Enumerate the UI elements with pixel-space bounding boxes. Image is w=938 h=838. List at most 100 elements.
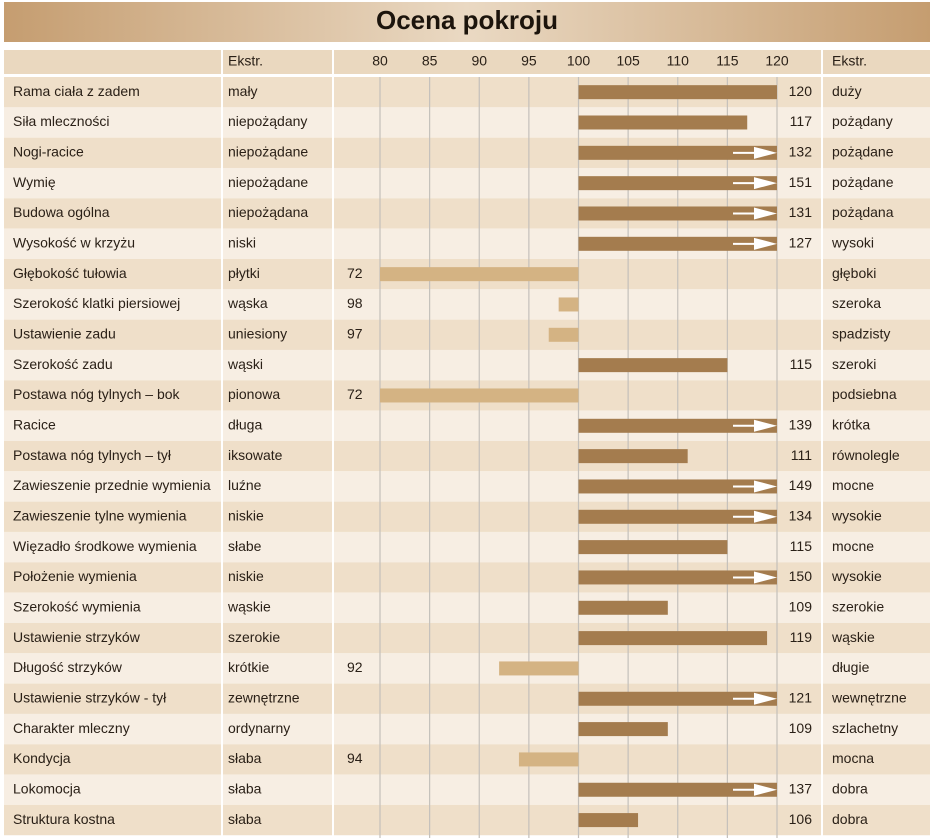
right-extreme: wysokie xyxy=(831,568,882,584)
value-label: 111 xyxy=(791,447,812,463)
trait-label: Długość strzyków xyxy=(13,659,123,675)
trait-label: Nogi-racice xyxy=(13,144,84,160)
trait-label: Budowa ogólna xyxy=(13,204,110,220)
header-bg xyxy=(4,50,930,74)
x-tick-label: 115 xyxy=(716,53,739,69)
bar xyxy=(380,388,579,403)
left-extreme: uniesiony xyxy=(228,326,287,342)
left-extreme: długa xyxy=(228,416,262,432)
x-tick-label: 85 xyxy=(422,53,438,69)
value-label: 131 xyxy=(789,204,813,220)
row-bg xyxy=(4,653,930,684)
overflow-arrow-head xyxy=(754,510,777,523)
value-label: 149 xyxy=(789,477,813,493)
right-extreme: pożądana xyxy=(832,204,894,220)
right-extreme: wąskie xyxy=(831,629,875,645)
x-tick-label: 95 xyxy=(521,53,537,69)
row-bg xyxy=(4,319,930,350)
bar xyxy=(578,85,777,100)
trait-label: Ustawienie strzyków - tył xyxy=(13,689,167,705)
left-extreme: słaba xyxy=(228,811,262,827)
x-tick-label: 80 xyxy=(372,53,388,69)
value-label: 106 xyxy=(789,811,813,827)
bar xyxy=(578,176,777,191)
bar xyxy=(578,600,668,615)
trait-label: Wymię xyxy=(13,174,56,190)
value-label: 115 xyxy=(790,356,813,372)
right-extreme: mocne xyxy=(832,538,874,554)
bar xyxy=(578,540,728,555)
left-extreme: zewnętrzne xyxy=(228,689,300,705)
left-extreme: niepożądany xyxy=(228,113,307,129)
left-extreme: mały xyxy=(228,83,258,99)
row-bg xyxy=(4,289,930,320)
bar xyxy=(578,236,777,251)
bar xyxy=(558,297,579,312)
bar xyxy=(578,782,777,797)
bar xyxy=(499,661,579,676)
row-bg xyxy=(4,622,930,654)
right-extreme: duży xyxy=(832,83,862,99)
bar xyxy=(578,631,768,646)
right-extreme: krótka xyxy=(832,416,870,432)
row-bg xyxy=(4,744,930,775)
right-extreme: szerokie xyxy=(832,598,884,614)
overflow-arrow-head xyxy=(754,146,777,159)
value-label: 109 xyxy=(789,598,813,614)
row-bg xyxy=(4,440,930,472)
value-label: 150 xyxy=(789,568,813,584)
bar xyxy=(518,752,579,767)
right-extreme: szeroka xyxy=(832,295,881,311)
overflow-arrow-head xyxy=(754,783,777,796)
x-tick-label: 105 xyxy=(616,53,640,69)
bar xyxy=(578,570,777,585)
bar xyxy=(578,358,728,373)
bar xyxy=(578,115,748,130)
x-tick-label: 90 xyxy=(471,53,487,69)
trait-label: Głębokość tułowia xyxy=(13,265,127,281)
bar xyxy=(578,722,668,737)
left-extreme: niski xyxy=(228,235,256,251)
value-label: 98 xyxy=(347,295,363,311)
value-label: 92 xyxy=(347,659,363,675)
right-extreme: pożądane xyxy=(832,174,894,190)
left-extreme: iksowate xyxy=(228,447,283,463)
left-extreme: luźne xyxy=(228,477,262,493)
bar xyxy=(578,509,777,524)
value-label: 132 xyxy=(789,144,813,160)
trait-label: Kondycja xyxy=(13,750,71,766)
trait-label: Lokomocja xyxy=(13,780,81,796)
row-bg xyxy=(4,107,930,138)
value-label: 97 xyxy=(347,326,363,342)
overflow-arrow-head xyxy=(754,237,777,250)
row-bg xyxy=(4,804,930,836)
right-header: Ekstr. xyxy=(832,53,867,69)
value-label: 139 xyxy=(789,416,813,432)
left-extreme: niskie xyxy=(228,568,264,584)
left-extreme: ordynarny xyxy=(228,720,290,736)
value-label: 117 xyxy=(790,113,813,129)
left-header: Ekstr. xyxy=(228,53,263,69)
left-extreme: słabe xyxy=(228,538,262,554)
value-label: 119 xyxy=(790,629,813,645)
left-extreme: wąskie xyxy=(227,598,271,614)
trait-label: Charakter mleczny xyxy=(13,720,130,736)
bar xyxy=(380,267,579,282)
trait-label: Ustawienie strzyków xyxy=(13,629,141,645)
value-label: 151 xyxy=(789,174,813,190)
trait-label: Rama ciała z zadem xyxy=(13,83,140,99)
right-extreme: wysokie xyxy=(831,507,882,523)
row-bg xyxy=(4,349,930,381)
overflow-arrow-head xyxy=(754,177,777,190)
trait-label: Postawa nóg tylnych – tył xyxy=(13,447,172,463)
left-extreme: krótkie xyxy=(228,659,269,675)
trait-label: Zawieszenie przednie wymienia xyxy=(13,477,211,493)
value-label: 134 xyxy=(789,507,813,523)
bar xyxy=(578,418,777,433)
overflow-arrow-head xyxy=(754,419,777,432)
bar xyxy=(578,691,777,706)
chart-title: Ocena pokroju xyxy=(376,5,558,35)
bar xyxy=(578,449,688,464)
row-bg xyxy=(4,592,930,623)
